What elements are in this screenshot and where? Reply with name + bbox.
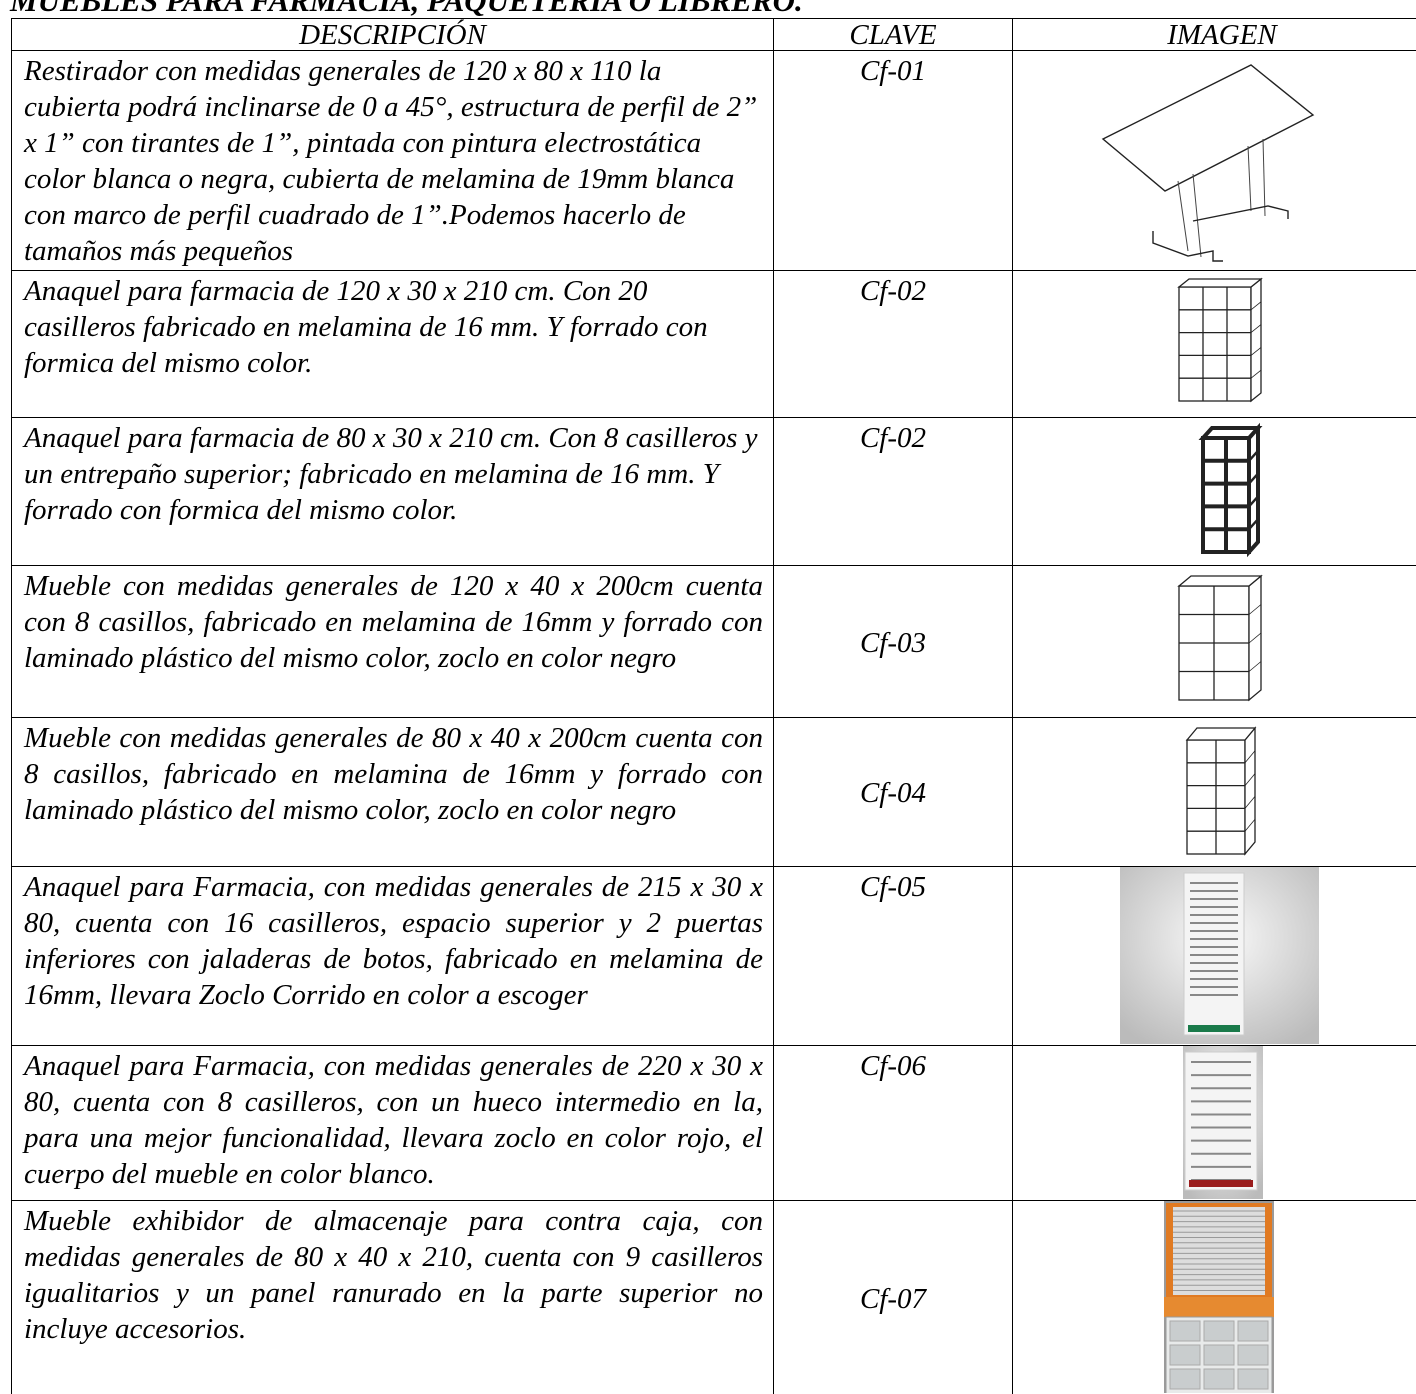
shelf-top xyxy=(1198,426,1263,440)
image-cell xyxy=(1012,717,1416,867)
product-image xyxy=(1198,422,1263,558)
key: Cf-01 xyxy=(773,50,1013,271)
shelf-side xyxy=(1250,277,1262,403)
product-image xyxy=(1177,574,1263,702)
image-cell xyxy=(1012,50,1416,271)
product-image xyxy=(1164,1201,1274,1393)
product-image xyxy=(1177,277,1263,403)
product-row: Restirador con medidas generales de 120 … xyxy=(11,50,1416,271)
cubby xyxy=(1203,1368,1235,1390)
shelf-top xyxy=(1185,727,1257,741)
cubby xyxy=(1237,1320,1269,1342)
divider xyxy=(1244,796,1256,809)
shelf xyxy=(1184,1051,1258,1191)
divider xyxy=(1250,347,1262,356)
product-image xyxy=(1185,726,1257,856)
image-cell xyxy=(1012,1200,1416,1394)
product-row: Anaquel para Farmacia, con medidas gener… xyxy=(11,866,1416,1046)
divider xyxy=(1248,518,1259,531)
key: Cf-02 xyxy=(773,270,1013,418)
image-cell xyxy=(1012,565,1416,718)
zoclo xyxy=(1189,1180,1253,1187)
divider xyxy=(1250,301,1262,311)
leg xyxy=(1247,145,1252,212)
product-image xyxy=(1101,64,1315,262)
column-header: DESCRIPCIÓN xyxy=(11,18,774,51)
divider xyxy=(1244,773,1256,786)
divider xyxy=(1248,661,1262,672)
image-cell xyxy=(1012,270,1416,418)
cubby xyxy=(1203,1320,1235,1342)
divider xyxy=(1248,495,1259,508)
zoclo xyxy=(1188,1025,1240,1032)
base xyxy=(1152,231,1223,262)
divider xyxy=(1250,324,1262,333)
key: Cf-05 xyxy=(773,866,1013,1046)
image-cell xyxy=(1012,866,1416,1046)
description: Restirador con medidas generales de 120 … xyxy=(11,50,774,271)
drafting-top xyxy=(1101,64,1315,192)
slatwall xyxy=(1173,1207,1265,1295)
cubby xyxy=(1169,1368,1201,1390)
description: Mueble con medidas generales de 80 x 40 … xyxy=(11,717,774,867)
leg xyxy=(1177,180,1189,252)
shelf-side xyxy=(1244,726,1256,856)
product-row: Mueble con medidas generales de 120 x 40… xyxy=(11,565,1416,718)
product-row: Anaquel para farmacia de 120 x 30 x 210 … xyxy=(11,270,1416,418)
column-header: CLAVE xyxy=(773,18,1013,51)
leg xyxy=(1192,173,1202,258)
cubby xyxy=(1203,1344,1235,1366)
description: Anaquel para Farmacia, con medidas gener… xyxy=(11,1045,774,1201)
key: Cf-02 xyxy=(773,417,1013,566)
shelf-side xyxy=(1247,422,1260,558)
description: Anaquel para farmacia de 80 x 30 x 210 c… xyxy=(11,417,774,566)
counter xyxy=(1164,1297,1274,1317)
product-row: Mueble exhibidor de almacenaje para cont… xyxy=(11,1200,1416,1394)
divider xyxy=(1250,369,1262,379)
shelf-top xyxy=(1177,575,1263,587)
cubby xyxy=(1169,1344,1201,1366)
cubby xyxy=(1169,1320,1201,1342)
base xyxy=(1192,205,1289,222)
product-image xyxy=(1183,1046,1263,1199)
key: Cf-04 xyxy=(773,717,1013,867)
divider xyxy=(1244,818,1256,832)
image-cell xyxy=(1012,1045,1416,1201)
divider xyxy=(1248,449,1259,462)
key: Cf-07 xyxy=(773,1200,1013,1394)
title: MUEBLES PARA FARMACIA, PAQUETERIA O LIBR… xyxy=(10,0,803,18)
description: Anaquel para farmacia de 120 x 30 x 210 … xyxy=(11,270,774,418)
column-header: IMAGEN xyxy=(1012,18,1416,51)
image-cell xyxy=(1012,417,1416,566)
description: Mueble exhibidor de almacenaje para cont… xyxy=(11,1200,774,1394)
key: Cf-06 xyxy=(773,1045,1013,1201)
divider xyxy=(1248,632,1262,644)
shelf xyxy=(1178,286,1252,402)
description: Anaquel para Farmacia, con medidas gener… xyxy=(11,866,774,1046)
product-row: Anaquel para farmacia de 80 x 30 x 210 c… xyxy=(11,417,1416,566)
divider xyxy=(1248,604,1262,615)
cubby xyxy=(1237,1344,1269,1366)
product-row: Mueble con medidas generales de 80 x 40 … xyxy=(11,717,1416,867)
description: Mueble con medidas generales de 120 x 40… xyxy=(11,565,774,718)
product-image xyxy=(1120,867,1319,1044)
shelf-top xyxy=(1177,278,1263,288)
divider xyxy=(1248,472,1259,485)
product-row: Anaquel para Farmacia, con medidas gener… xyxy=(11,1045,1416,1201)
leg xyxy=(1262,138,1266,217)
cubby xyxy=(1237,1368,1269,1390)
product-table: DESCRIPCIÓN CLAVE IMAGEN Restirador con … xyxy=(11,18,1416,1394)
key: Cf-03 xyxy=(773,565,1013,718)
header-row: DESCRIPCIÓN CLAVE IMAGEN xyxy=(11,18,1416,51)
divider xyxy=(1244,750,1256,764)
